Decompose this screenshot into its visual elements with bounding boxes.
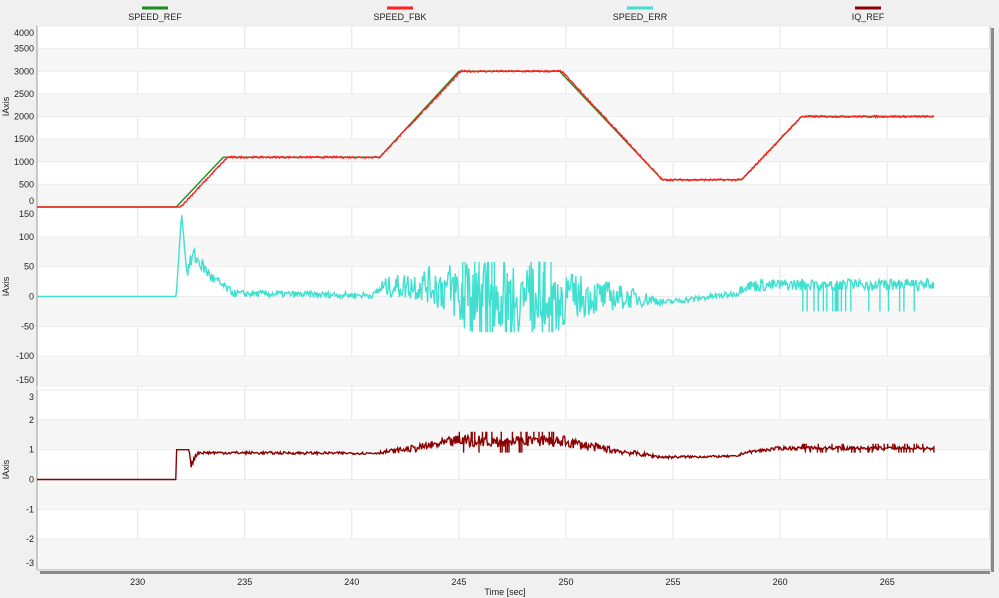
y-tick-label: -2 bbox=[26, 534, 34, 544]
band bbox=[37, 139, 990, 162]
y-tick-label: 2500 bbox=[14, 89, 34, 99]
scrollbar bbox=[991, 28, 994, 572]
x-tick-label: 265 bbox=[880, 577, 895, 587]
y-tick-label: -50 bbox=[21, 321, 34, 331]
y-tick-label: 0 bbox=[29, 292, 34, 302]
y-tick-label: 1000 bbox=[14, 157, 34, 167]
legend-label: SPEED_FBK bbox=[373, 12, 426, 22]
y-tick-label: -3 bbox=[26, 558, 34, 568]
legend-label: SPEED_ERR bbox=[613, 12, 668, 22]
y-tick-label: 3000 bbox=[14, 66, 34, 76]
x-tick-label: 230 bbox=[130, 577, 145, 587]
y-tick-label: 2000 bbox=[14, 112, 34, 122]
y-tick-label: -1 bbox=[26, 504, 34, 514]
y-tick-label: 1500 bbox=[14, 134, 34, 144]
x-axis-title: Time [sec] bbox=[484, 587, 525, 597]
x-tick-label: 255 bbox=[666, 577, 681, 587]
x-tick-label: 245 bbox=[451, 577, 466, 587]
y-axis-label: IAxis bbox=[1, 96, 11, 116]
y-tick-label: 0 bbox=[29, 196, 34, 206]
band bbox=[37, 184, 990, 207]
series-line-iq_ref bbox=[37, 431, 935, 481]
x-axis bbox=[40, 571, 990, 574]
y-tick-label: 150 bbox=[19, 209, 34, 219]
y-tick-label: 3500 bbox=[14, 44, 34, 54]
series-line-speed_fbk bbox=[37, 69, 935, 208]
x-tick-label: 260 bbox=[773, 577, 788, 587]
y-tick-label: -100 bbox=[16, 351, 34, 361]
band bbox=[37, 419, 990, 450]
y-tick-label: 50 bbox=[24, 262, 34, 272]
y-tick-label: 100 bbox=[19, 232, 34, 242]
series-line-speed_err bbox=[37, 215, 935, 333]
x-tick-label: 235 bbox=[237, 577, 252, 587]
band bbox=[37, 356, 990, 386]
y-tick-label: 3 bbox=[29, 392, 34, 402]
x-tick-label: 240 bbox=[344, 577, 359, 587]
y-axis-label: IAxis bbox=[1, 459, 11, 479]
y-axis-label: IAxis bbox=[1, 276, 11, 296]
x-tick-label: 250 bbox=[558, 577, 573, 587]
band bbox=[37, 539, 990, 569]
y-tick-label: 500 bbox=[19, 179, 34, 189]
band bbox=[37, 93, 990, 117]
y-tick-label: -150 bbox=[16, 375, 34, 385]
band bbox=[37, 479, 990, 510]
y-tick-label: 1 bbox=[29, 445, 34, 455]
y-tick-label: 2 bbox=[29, 415, 34, 425]
legend-label: IQ_REF bbox=[852, 12, 885, 22]
y-tick-label: 4000 bbox=[14, 28, 34, 38]
legend-label: SPEED_REF bbox=[128, 12, 182, 22]
band bbox=[37, 48, 990, 72]
y-tick-label: 0 bbox=[29, 475, 34, 485]
